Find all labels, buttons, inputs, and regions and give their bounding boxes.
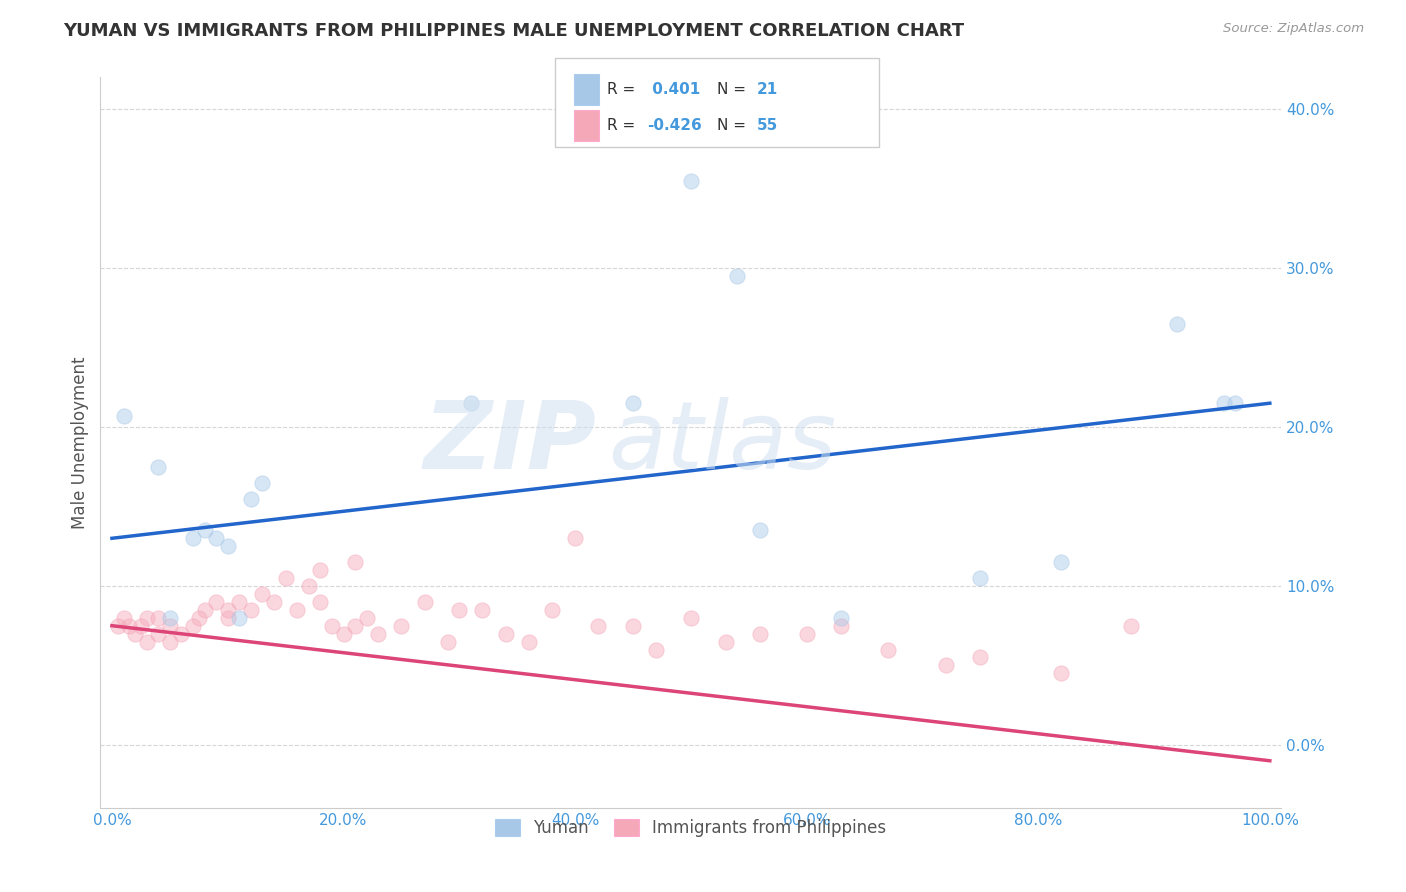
Immigrants from Philippines xyxy=(344,618,367,632)
Immigrants from Philippines xyxy=(124,626,146,640)
Yuman xyxy=(1212,396,1234,410)
Text: -0.426: -0.426 xyxy=(647,118,702,133)
Immigrants from Philippines xyxy=(367,626,389,640)
Yuman xyxy=(621,396,644,410)
Immigrants from Philippines xyxy=(170,626,193,640)
Text: N =: N = xyxy=(717,82,751,96)
Immigrants from Philippines xyxy=(935,658,957,673)
Immigrants from Philippines xyxy=(586,618,609,632)
Immigrants from Philippines xyxy=(1050,666,1073,681)
Yuman xyxy=(460,396,482,410)
Immigrants from Philippines xyxy=(118,618,141,632)
Immigrants from Philippines xyxy=(332,626,354,640)
Immigrants from Philippines xyxy=(495,626,517,640)
Yuman xyxy=(228,611,250,625)
Immigrants from Philippines xyxy=(679,611,702,625)
Immigrants from Philippines xyxy=(159,634,181,648)
Yuman xyxy=(749,524,772,538)
Immigrants from Philippines xyxy=(541,603,564,617)
Immigrants from Philippines xyxy=(356,611,378,625)
Immigrants from Philippines xyxy=(714,634,737,648)
Immigrants from Philippines xyxy=(217,603,239,617)
Immigrants from Philippines xyxy=(107,618,129,632)
Immigrants from Philippines xyxy=(645,642,668,657)
Immigrants from Philippines xyxy=(876,642,898,657)
Yuman xyxy=(148,459,170,474)
Immigrants from Philippines xyxy=(309,595,332,609)
Immigrants from Philippines xyxy=(449,603,471,617)
Immigrants from Philippines xyxy=(239,603,262,617)
Immigrants from Philippines xyxy=(285,603,308,617)
Immigrants from Philippines xyxy=(749,626,772,640)
Yuman xyxy=(252,475,274,490)
Text: 55: 55 xyxy=(756,118,778,133)
Immigrants from Philippines xyxy=(274,571,297,585)
Immigrants from Philippines xyxy=(148,611,170,625)
Yuman xyxy=(1223,396,1246,410)
Immigrants from Philippines xyxy=(564,531,586,545)
Immigrants from Philippines xyxy=(517,634,540,648)
Immigrants from Philippines xyxy=(205,595,228,609)
Immigrants from Philippines xyxy=(187,611,209,625)
Immigrants from Philippines xyxy=(129,618,152,632)
Immigrants from Philippines xyxy=(252,587,274,601)
Immigrants from Philippines xyxy=(830,618,852,632)
Yuman xyxy=(679,174,702,188)
Text: N =: N = xyxy=(717,118,751,133)
Text: Source: ZipAtlas.com: Source: ZipAtlas.com xyxy=(1223,22,1364,36)
Yuman xyxy=(830,611,852,625)
Yuman xyxy=(217,539,239,553)
Immigrants from Philippines xyxy=(436,634,458,648)
Yuman xyxy=(205,531,228,545)
Yuman xyxy=(159,611,181,625)
Yuman xyxy=(1050,555,1073,569)
Text: R =: R = xyxy=(607,82,641,96)
Yuman xyxy=(1166,317,1188,331)
Text: atlas: atlas xyxy=(609,398,837,489)
Immigrants from Philippines xyxy=(135,611,157,625)
Text: YUMAN VS IMMIGRANTS FROM PHILIPPINES MALE UNEMPLOYMENT CORRELATION CHART: YUMAN VS IMMIGRANTS FROM PHILIPPINES MAL… xyxy=(63,22,965,40)
Immigrants from Philippines xyxy=(148,626,170,640)
Immigrants from Philippines xyxy=(309,563,332,577)
Immigrants from Philippines xyxy=(135,634,157,648)
Yuman xyxy=(239,491,262,506)
Immigrants from Philippines xyxy=(193,603,215,617)
Yuman xyxy=(181,531,204,545)
Immigrants from Philippines xyxy=(471,603,494,617)
Immigrants from Philippines xyxy=(263,595,285,609)
Text: R =: R = xyxy=(607,118,641,133)
Yuman xyxy=(969,571,991,585)
Immigrants from Philippines xyxy=(321,618,343,632)
Immigrants from Philippines xyxy=(413,595,436,609)
Immigrants from Philippines xyxy=(298,579,321,593)
Immigrants from Philippines xyxy=(344,555,367,569)
Immigrants from Philippines xyxy=(159,618,181,632)
Immigrants from Philippines xyxy=(389,618,412,632)
Immigrants from Philippines xyxy=(796,626,818,640)
Yuman xyxy=(193,524,215,538)
Immigrants from Philippines xyxy=(969,650,991,665)
Yuman xyxy=(725,269,748,284)
Immigrants from Philippines xyxy=(228,595,250,609)
Immigrants from Philippines xyxy=(1119,618,1142,632)
Immigrants from Philippines xyxy=(621,618,644,632)
Immigrants from Philippines xyxy=(217,611,239,625)
Yuman xyxy=(112,409,135,423)
Immigrants from Philippines xyxy=(181,618,204,632)
Text: 21: 21 xyxy=(756,82,778,96)
Y-axis label: Male Unemployment: Male Unemployment xyxy=(72,357,89,529)
Text: 0.401: 0.401 xyxy=(647,82,700,96)
Legend: Yuman, Immigrants from Philippines: Yuman, Immigrants from Philippines xyxy=(488,813,893,844)
Immigrants from Philippines xyxy=(112,611,135,625)
Text: ZIP: ZIP xyxy=(423,397,596,489)
